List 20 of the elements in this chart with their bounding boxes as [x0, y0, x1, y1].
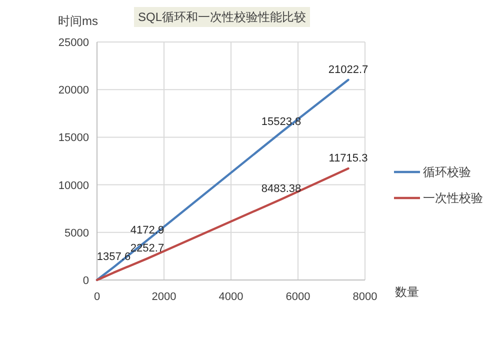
line-series	[96, 167, 350, 282]
x-tick-label: 0	[94, 291, 100, 303]
chart-title: SQL循环和一次性校验性能比较	[138, 10, 306, 24]
data-label: 21022.7	[328, 64, 368, 76]
y-axis-title: 时间ms	[58, 14, 98, 28]
x-tick-label: 6000	[286, 291, 310, 303]
y-tick-label: 20000	[58, 84, 89, 97]
y-tick-label: 15000	[58, 132, 89, 144]
y-tick-label: 25000	[58, 37, 89, 49]
x-tick-label: 4000	[218, 291, 244, 303]
y-tick-label: 5000	[64, 227, 89, 240]
x-tick-label: 2000	[152, 291, 176, 303]
x-tick-label: 8000	[352, 291, 378, 303]
legend-label: 一次性校验	[423, 191, 483, 205]
data-label: 8483.38	[261, 183, 302, 196]
y-tick-label: 0	[82, 275, 89, 287]
legend-label: 循环校验	[423, 165, 471, 179]
x-axis-title: 数量	[395, 285, 419, 299]
data-label: 11715.3	[328, 152, 368, 164]
y-tick-label: 10000	[58, 180, 89, 192]
